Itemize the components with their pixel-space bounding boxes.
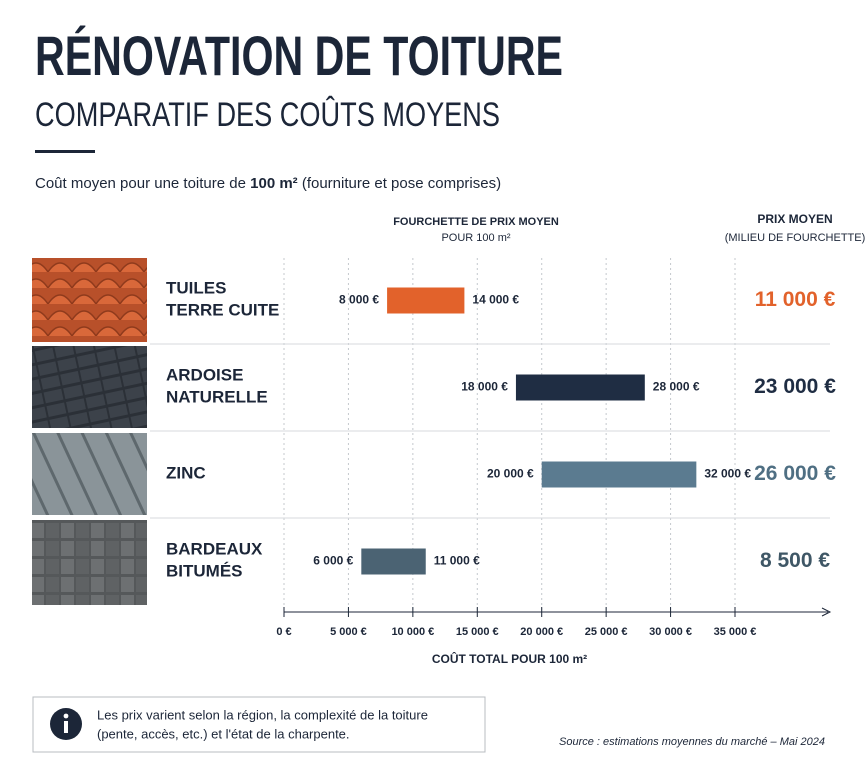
high-label: 11 000 € xyxy=(434,554,480,568)
x-tick-label: 25 000 € xyxy=(585,626,628,638)
mean-price: 8 500 € xyxy=(760,549,830,572)
title: RÉNOVATION DE TOITURE xyxy=(35,24,563,87)
mean-price: 11 000 € xyxy=(755,288,836,311)
description-bold: 100 m² xyxy=(250,175,298,192)
category-label: TUILES TERRE CUITE xyxy=(166,279,279,320)
x-tick-label: 5 000 € xyxy=(330,626,367,638)
x-axis-title: COÛT TOTAL POUR 100 m² xyxy=(432,651,587,666)
range-header: POUR 100 m² xyxy=(441,232,510,244)
source: Source : estimations moyennes du marché … xyxy=(559,736,825,748)
info-icon-dot xyxy=(63,713,69,719)
description-text: Coût moyen pour une toiture de xyxy=(35,175,250,192)
low-label: 20 000 € xyxy=(487,467,534,481)
category-label: BARDEAUX BITUMÉS xyxy=(166,540,263,581)
axis-arrow xyxy=(821,607,832,617)
info-text: (pente, accès, etc.) et l'état de la cha… xyxy=(97,726,350,741)
range-bar xyxy=(361,548,426,575)
info-text: Les prix varient selon la région, la com… xyxy=(97,707,428,722)
plot: 0 € 5 000 € 10 000 € 15 000 € 20 000 € 25 000… xyxy=(150,258,836,666)
info-box xyxy=(32,696,486,753)
category-label: ARDOISE NATURELLE xyxy=(166,366,268,407)
x-tick-label: 15 000 € xyxy=(456,626,499,638)
description: Coût moyen pour une toiture de 100 m² (f… xyxy=(35,175,501,192)
range-bar xyxy=(515,374,645,401)
subtitle: COMPARATIF DES COÛTS MOYENS xyxy=(35,96,500,134)
category-label: ZINC xyxy=(166,464,206,483)
high-label: 14 000 € xyxy=(472,293,519,307)
low-label: 8 000 € xyxy=(339,293,379,307)
x-tick-label: 0 € xyxy=(276,626,291,638)
slate-photo xyxy=(32,346,147,428)
mean-header: PRIX MOYEN xyxy=(757,212,832,226)
range-header: FOURCHETTE DE PRIX MOYEN xyxy=(393,216,559,228)
x-tick-label: 30 000 € xyxy=(649,626,692,638)
info-icon-bar xyxy=(64,721,68,733)
range-bar xyxy=(541,461,697,488)
x-tick-label: 20 000 € xyxy=(520,626,563,638)
x-tick-label: 10 000 € xyxy=(391,626,434,638)
mean-price: 23 000 € xyxy=(754,375,836,398)
high-label: 28 000 € xyxy=(653,380,700,394)
rule xyxy=(35,150,95,153)
mean-header: (MILIEU DE FOURCHETTE) xyxy=(725,232,865,244)
range-bar xyxy=(387,287,465,314)
low-label: 18 000 € xyxy=(461,380,508,394)
zinc-photo xyxy=(32,433,147,515)
high-label: 32 000 € xyxy=(704,467,751,481)
low-label: 6 000 € xyxy=(313,554,353,568)
description-text: (fourniture et pose comprises) xyxy=(298,175,501,192)
x-tick-label: 35 000 € xyxy=(714,626,757,638)
shingle-photo xyxy=(32,520,147,605)
mean-price: 26 000 € xyxy=(754,462,836,485)
tile-photo xyxy=(32,258,147,342)
